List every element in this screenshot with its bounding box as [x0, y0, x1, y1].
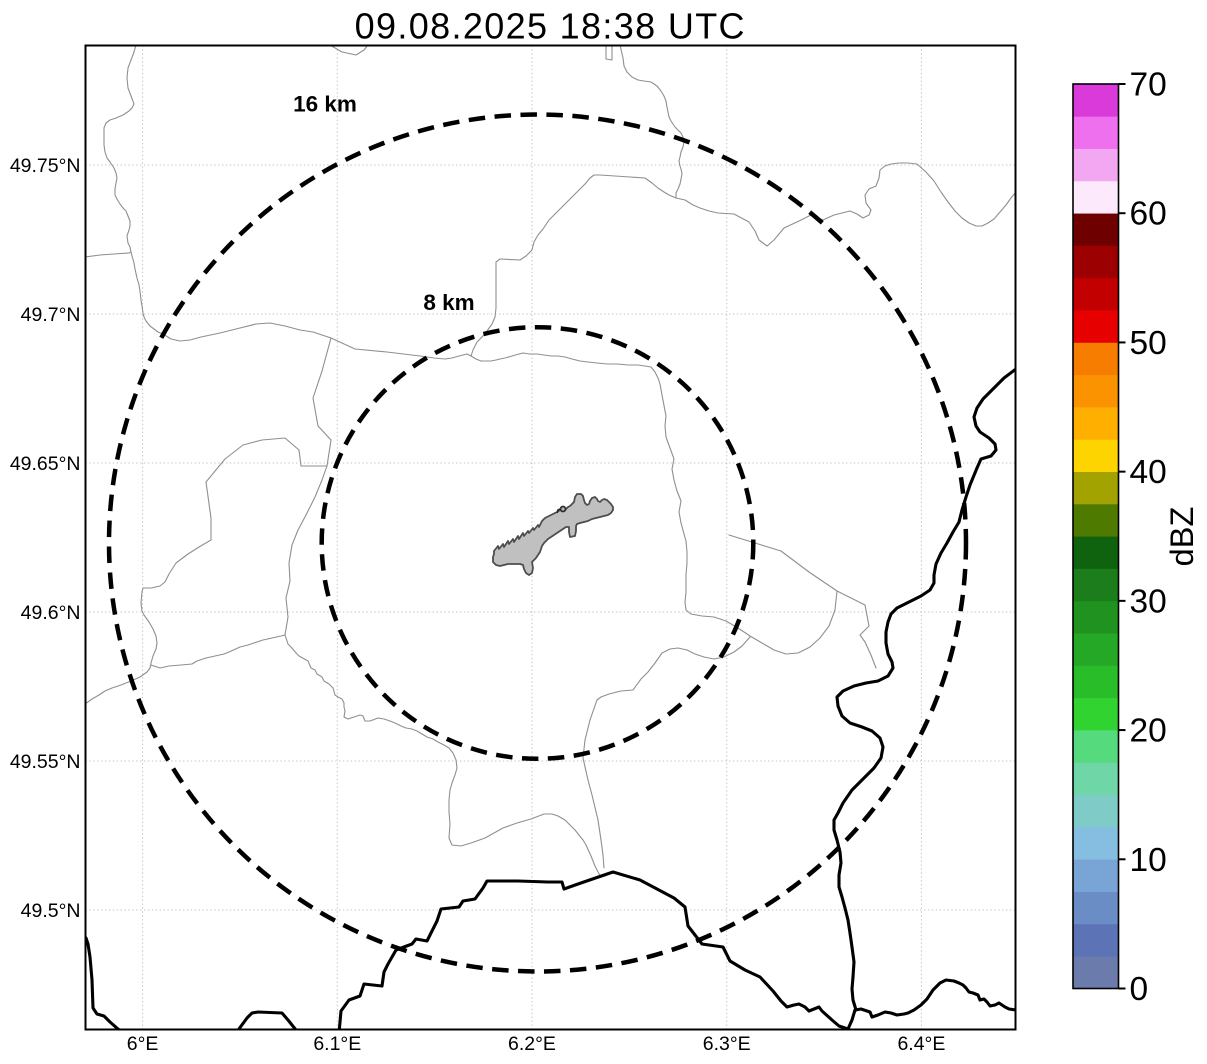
svg-text:0: 0 — [1130, 971, 1149, 1008]
svg-text:49.65°N: 49.65°N — [10, 453, 81, 475]
svg-text:6.2°E: 6.2°E — [508, 1033, 556, 1055]
svg-text:6.4°E: 6.4°E — [897, 1033, 945, 1055]
svg-text:49.55°N: 49.55°N — [10, 751, 81, 773]
svg-text:dBZ: dBZ — [1164, 507, 1200, 567]
svg-text:49.6°N: 49.6°N — [21, 602, 81, 624]
svg-text:49.7°N: 49.7°N — [21, 304, 81, 326]
svg-text:49.5°N: 49.5°N — [21, 900, 81, 922]
svg-text:40: 40 — [1130, 454, 1167, 491]
svg-text:70: 70 — [1130, 67, 1167, 104]
svg-text:20: 20 — [1130, 713, 1167, 750]
svg-text:6.1°E: 6.1°E — [313, 1033, 361, 1055]
svg-text:10: 10 — [1130, 842, 1167, 879]
svg-text:09.08.2025 18:38 UTC: 09.08.2025 18:38 UTC — [355, 6, 746, 47]
svg-text:30: 30 — [1130, 583, 1167, 620]
svg-text:16 km: 16 km — [293, 92, 357, 117]
svg-text:6°E: 6°E — [127, 1033, 159, 1055]
svg-text:60: 60 — [1130, 196, 1167, 233]
svg-text:8 km: 8 km — [423, 290, 474, 315]
svg-text:49.75°N: 49.75°N — [10, 155, 81, 177]
svg-text:50: 50 — [1130, 325, 1167, 362]
svg-text:6.3°E: 6.3°E — [703, 1033, 751, 1055]
